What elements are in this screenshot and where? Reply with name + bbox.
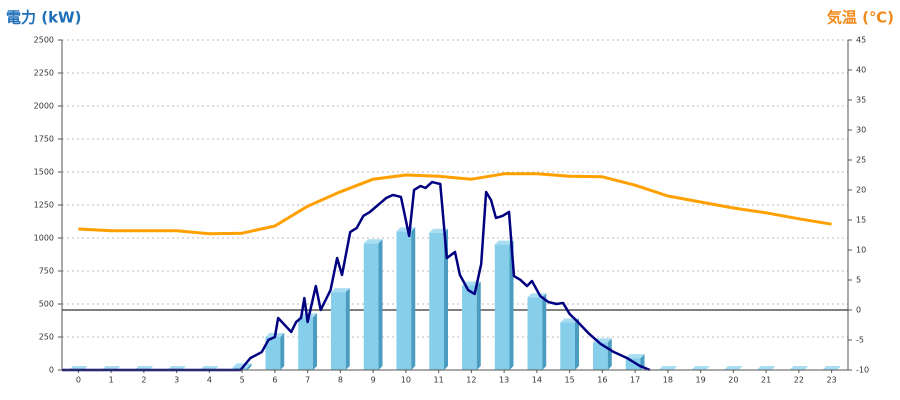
x-tick-label: 2 (141, 376, 146, 385)
y2-tick-label: 0 (856, 306, 861, 315)
bar-top (691, 366, 710, 370)
bar-top (822, 366, 841, 370)
bar (396, 231, 412, 370)
y-tick-label: 1750 (34, 135, 54, 144)
y-tick-label: 0 (49, 366, 54, 375)
y2-tick-label: 45 (856, 36, 866, 45)
bar-side (607, 338, 612, 370)
x-tick-label: 6 (272, 376, 277, 385)
x-tick-label: 19 (696, 376, 706, 385)
x-tick-label: 15 (565, 376, 575, 385)
bar-top (789, 366, 809, 370)
bar-top (756, 366, 776, 370)
y-tick-label: 500 (39, 300, 54, 309)
x-tick-label: 14 (532, 376, 542, 385)
bar-side (345, 288, 350, 370)
x-tick-label: 18 (663, 376, 673, 385)
x-tick-label: 8 (338, 376, 343, 385)
x-tick-label: 5 (240, 376, 245, 385)
x-tick-label: 22 (794, 376, 804, 385)
bar (560, 322, 575, 370)
y-axis-title: 電力 (kW) (6, 9, 81, 27)
bar-side (476, 281, 481, 370)
y2-axis-title: 気温 (℃) (827, 9, 894, 27)
bar-side (443, 228, 448, 370)
y2-tick-label: 15 (856, 216, 866, 225)
y2-tick-label: 20 (856, 186, 866, 195)
y-tick-label: 1000 (34, 234, 54, 243)
bar (298, 317, 313, 370)
y-tick-label: 750 (39, 267, 54, 276)
bar-side (378, 239, 383, 370)
y2-tick-label: 40 (856, 66, 866, 75)
bar (331, 292, 346, 370)
y2-tick-label: 35 (856, 96, 866, 105)
bar (363, 243, 379, 370)
x-tick-label: 17 (630, 376, 640, 385)
y2-tick-label: 5 (856, 276, 861, 285)
x-tick-label: 4 (207, 376, 212, 385)
y-tick-label: 2500 (34, 36, 54, 45)
y-tick-label: 2250 (34, 69, 54, 78)
y-tick-label: 250 (39, 333, 54, 342)
y2-tick-label: -5 (856, 336, 864, 345)
y-tick-label: 1250 (34, 201, 54, 210)
x-tick-label: 10 (401, 376, 411, 385)
x-tick-label: 11 (434, 376, 444, 385)
power-line (62, 180, 651, 372)
x-tick-label: 20 (728, 376, 738, 385)
bar-side (247, 363, 252, 370)
bar (625, 358, 641, 370)
bar-top (331, 288, 350, 293)
y-tick-label: 2000 (34, 102, 54, 111)
bar (429, 232, 444, 370)
bar (593, 342, 608, 370)
bar-top (494, 240, 514, 245)
x-tick-label: 13 (499, 376, 509, 385)
y2-tick-label: -10 (856, 366, 869, 375)
bar-top (724, 366, 743, 370)
bar-side (411, 227, 416, 370)
bar-side (312, 313, 317, 370)
bar-top (232, 363, 252, 368)
x-tick-label: 7 (305, 376, 310, 385)
x-tick-label: 21 (761, 376, 771, 385)
y2-tick-label: 25 (856, 156, 866, 165)
bar-top (658, 366, 678, 370)
bar-top (625, 354, 645, 359)
x-tick-label: 16 (597, 376, 607, 385)
bar-top (363, 239, 383, 244)
temperature-line (78, 172, 832, 236)
bar-side (574, 318, 579, 370)
y2-tick-label: 30 (856, 126, 866, 135)
x-tick-label: 0 (76, 376, 81, 385)
x-tick-label: 3 (174, 376, 179, 385)
bar (527, 297, 543, 370)
bar (494, 244, 510, 370)
x-tick-label: 9 (371, 376, 376, 385)
bar (462, 285, 477, 370)
bar-side (280, 333, 285, 370)
y2-tick-label: 10 (856, 246, 866, 255)
x-tick-label: 23 (827, 376, 837, 385)
x-tick-label: 12 (466, 376, 476, 385)
y-tick-label: 1500 (34, 168, 54, 177)
x-tick-label: 1 (109, 376, 114, 385)
bar-side (542, 293, 547, 370)
bar (265, 337, 281, 370)
